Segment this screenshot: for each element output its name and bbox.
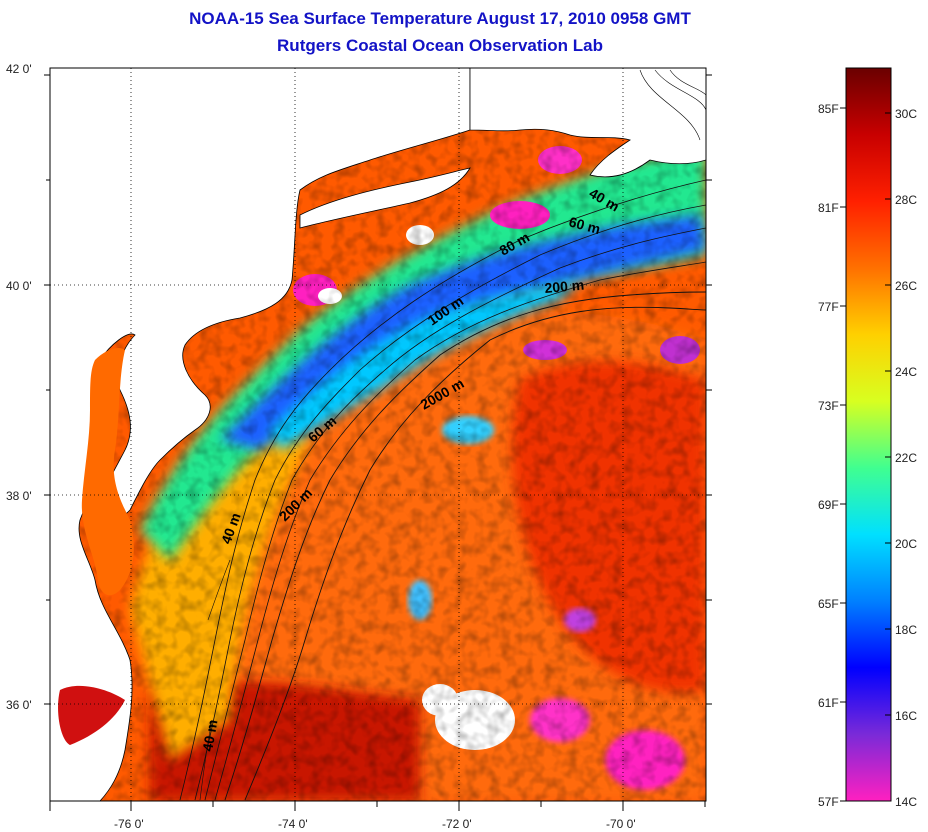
fahrenheit-label: 73F [818, 399, 839, 413]
graticule [50, 68, 706, 801]
map-ticks [44, 74, 712, 811]
contour-200m [224, 291, 706, 801]
contour-40m [179, 179, 706, 801]
lon-label: -72 0' [442, 817, 472, 831]
fahrenheit-label: 61F [818, 696, 839, 710]
fahrenheit-label: 65F [818, 597, 839, 611]
fahrenheit-label: 77F [818, 300, 839, 314]
map-title: NOAA-15 Sea Surface Temperature August 1… [189, 9, 691, 28]
contour-label: 60 m [567, 213, 602, 237]
celsius-label: 16C [895, 709, 917, 723]
lon-label: -74 0' [278, 817, 308, 831]
sst-image: 40 m 60 m 80 m 200 m 100 m 2000 m 60 m 2… [50, 68, 706, 801]
fahrenheit-label: 69F [818, 498, 839, 512]
lat-label: 38 0' [6, 489, 32, 503]
lat-label: 42 0' [6, 62, 32, 76]
lon-label: -70 0' [606, 817, 636, 831]
celsius-label: 20C [895, 537, 917, 551]
contour-100m [214, 261, 706, 801]
land-new-england [469, 68, 706, 178]
lon-label: -76 0' [114, 817, 144, 831]
celsius-label: 28C [895, 193, 917, 207]
lat-label: 40 0' [6, 279, 32, 293]
fahrenheit-scale: 85F 81F 77F 73F 69F 65F 61F 57F [818, 102, 846, 809]
celsius-label: 24C [895, 365, 917, 379]
colorbar [845, 67, 892, 802]
contour-label: 40 m [199, 718, 220, 752]
lat-label: 36 0' [6, 698, 32, 712]
contour-60m [194, 204, 706, 801]
fahrenheit-label: 57F [818, 795, 839, 809]
fahrenheit-label: 85F [818, 102, 839, 116]
contour-2000m [244, 306, 706, 801]
celsius-scale: 30C 28C 26C 24C 22C 20C 18C 16C 14C [885, 107, 917, 809]
contour-label: 200 m [544, 277, 585, 296]
celsius-label: 22C [895, 451, 917, 465]
celsius-label: 14C [895, 795, 917, 809]
celsius-label: 26C [895, 279, 917, 293]
fahrenheit-label: 81F [818, 201, 839, 215]
land-long-island [299, 167, 471, 229]
contour-80m [204, 227, 706, 801]
celsius-label: 30C [895, 107, 917, 121]
map-frame [49, 67, 707, 802]
map-subtitle: Rutgers Coastal Ocean Observation Lab [277, 36, 603, 55]
celsius-label: 18C [895, 623, 917, 637]
